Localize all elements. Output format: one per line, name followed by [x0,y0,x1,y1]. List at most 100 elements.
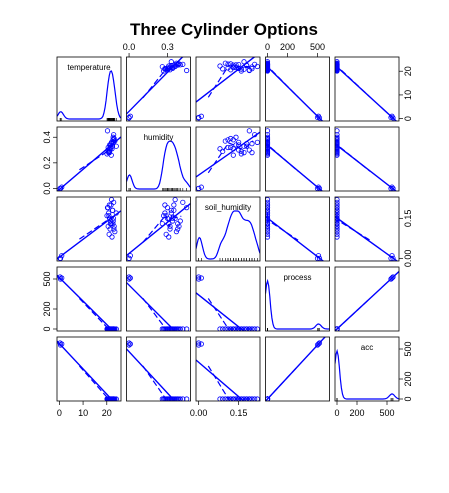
data-point [168,207,174,213]
panel-frame [195,126,261,192]
panel-content [57,70,121,121]
data-point [335,199,340,205]
data-point [236,61,242,68]
data-point [104,128,111,134]
data-point [111,199,117,205]
data-point [265,128,271,134]
data-point [220,66,226,72]
tick-label-left: 0 [42,326,52,331]
smoother-line [142,298,182,330]
data-point [220,326,226,331]
data-point [316,255,323,261]
smoother-line [336,64,371,98]
data-point [265,396,271,401]
smoother-line [266,64,299,98]
data-point [159,326,165,331]
panel-frame [56,56,122,122]
data-point [220,396,226,401]
data-point [389,275,395,281]
data-point [222,396,228,401]
tick-label-bottom: 200 [349,408,364,418]
variable-label-temperature: temperature [67,63,111,72]
tick-label-left: 200 [42,301,52,316]
panel-humidity-vs-acc [334,126,400,192]
data-point [222,326,228,331]
tick-label-bottom: 0 [57,408,62,418]
data-point [265,202,271,208]
tick-label-bottom: 500 [379,408,394,418]
regression-line [265,143,324,191]
panel-humidity-vs-humidity: humidity [126,126,191,192]
data-point [106,150,112,156]
data-point [315,341,322,347]
tick-label-left: 0.4 [42,131,52,144]
data-point [254,326,260,331]
data-point [175,221,181,227]
panel-content [265,337,326,401]
variable-label-soil_humidity: soil_humidity [205,203,251,212]
data-point [112,229,118,235]
data-point [335,137,340,143]
data-point [162,210,168,216]
density-curve-soil_humidity [196,210,260,260]
regression-line [335,64,398,121]
data-point [168,210,174,216]
data-point [180,326,186,331]
data-point [335,205,340,211]
density-curve-humidity [126,140,191,190]
panel-frame [265,266,330,332]
data-point [175,226,181,232]
panel-content [335,270,399,331]
regression-line [196,131,260,178]
data-point [106,231,112,237]
data-point [390,274,396,280]
variable-label-acc: acc [361,343,373,352]
data-point [244,143,250,149]
panel-humidity-vs-process [265,126,330,192]
data-point [180,61,186,67]
data-point [164,205,171,211]
regression-line [196,359,245,401]
panel-content [57,197,121,261]
data-point [184,67,190,74]
data-point [265,226,271,232]
data-point [180,199,186,205]
data-point [230,62,236,68]
panel-content [126,140,191,191]
data-point [265,150,271,156]
smoother-line [79,215,116,240]
panel-frame [334,56,400,122]
data-point [168,59,174,65]
data-point [241,59,247,65]
data-point [177,218,183,224]
data-point [104,213,110,219]
panel-content [335,348,399,401]
data-point [335,223,340,229]
data-point [265,197,271,203]
data-point [173,229,180,235]
tick-label-bottom: 0 [334,408,339,418]
regression-line [126,57,184,115]
data-point [335,207,340,213]
panel-process-vs-acc [334,266,400,332]
data-point [335,197,340,203]
panel-content [196,57,260,121]
data-point [127,253,133,259]
regression-line [335,143,398,191]
panel-frame [126,126,191,192]
data-point [238,148,244,154]
panel-frame [56,126,122,192]
panel-content [57,128,121,191]
data-point [111,223,117,229]
smoother-line [78,365,115,400]
data-point [196,185,202,191]
panel-content [335,128,398,191]
data-point [335,128,340,134]
data-point [127,341,133,347]
data-point [265,205,271,211]
data-point [316,340,323,346]
panel-acc-vs-process [265,336,330,402]
panel-content [196,128,260,191]
regression-line [335,216,399,261]
data-point [169,215,176,221]
